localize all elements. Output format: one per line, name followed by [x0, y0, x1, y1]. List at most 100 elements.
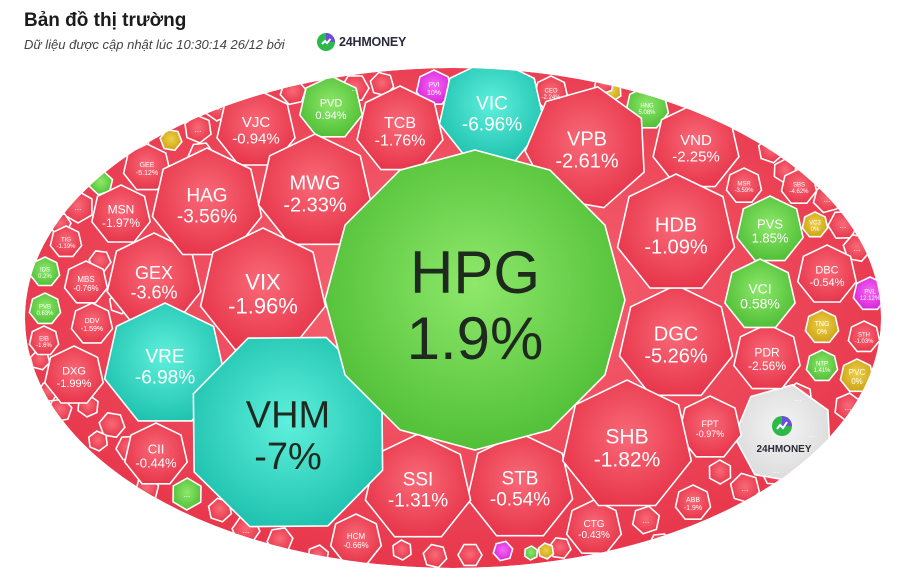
filler-tile[interactable] [172, 477, 202, 511]
filler-tile[interactable] [729, 472, 761, 504]
tile-hag[interactable] [151, 147, 263, 256]
tile-symbol: VPB [567, 129, 607, 151]
tile-change: 1.85% [752, 231, 789, 246]
tile-dbc[interactable] [796, 244, 858, 303]
tile-change: 0.2% [38, 274, 52, 280]
tile-ntp[interactable] [805, 349, 839, 382]
tile-change: 0.94% [315, 110, 346, 122]
tile-change: -1.97% [102, 216, 140, 230]
filler-tile[interactable] [51, 186, 69, 206]
tile-vjc[interactable] [216, 88, 296, 166]
tile-change: -1.59% [81, 326, 103, 333]
tile-change: -1.76% [375, 133, 426, 150]
tile-symbol: PVD [320, 98, 343, 110]
filler-tile[interactable] [684, 81, 714, 109]
more-label: ... [184, 490, 191, 499]
tile-symbol: NTP [816, 361, 828, 367]
tile-change: -6.96% [462, 115, 522, 136]
brand-logo[interactable]: 24HMONEY [316, 32, 406, 52]
tile-shb[interactable] [561, 379, 693, 507]
tile-change: -0.66% [343, 541, 368, 550]
brand-tile-name: 24HMONEY [756, 444, 811, 455]
tile-change: -5.26% [644, 346, 708, 368]
tile-symbol: TNG [815, 321, 830, 328]
more-label: ... [696, 91, 703, 100]
tile-symbol: HDB [655, 215, 697, 237]
tile-symbol: MSR [737, 181, 751, 187]
tile-change: 0.63% [36, 311, 54, 317]
filler-tile[interactable] [648, 533, 672, 555]
filler-tile[interactable] [392, 539, 412, 561]
tile-change: -0.54% [490, 490, 550, 511]
tile-vci[interactable] [724, 258, 796, 329]
brand-tile-icon [772, 416, 792, 436]
tile-symbol: PVB [39, 304, 51, 310]
more-label: ... [195, 125, 202, 134]
tile-cii[interactable] [123, 422, 189, 485]
filler-tile[interactable] [537, 542, 555, 560]
tile-ctg[interactable] [565, 499, 623, 555]
tile-symbol: VJC [242, 114, 271, 131]
filler-tile[interactable] [523, 545, 539, 561]
brand-name: 24HMONEY [339, 35, 407, 49]
filler-tile[interactable] [422, 543, 448, 568]
filler-tile[interactable] [727, 97, 765, 133]
filler-tile[interactable] [87, 430, 109, 452]
tile-change: -7% [254, 436, 322, 478]
tile-symbol: HNG [640, 103, 654, 109]
tile-sth[interactable] [847, 320, 881, 353]
tile-change: -6.98% [135, 368, 195, 389]
tile-change: -2.56% [748, 359, 786, 373]
tile-hdb[interactable] [616, 173, 736, 289]
tile-vc3[interactable] [801, 211, 829, 238]
tile-symbol: HCM [347, 532, 366, 541]
tile-abb[interactable] [674, 484, 712, 521]
more-label: ... [743, 111, 750, 120]
filler-tile[interactable] [492, 540, 514, 562]
tile-change: -3.59% [734, 188, 754, 194]
update-info: Dữ liệu được cập nhật lúc 10:30:14 26/12… [24, 37, 285, 52]
tile-pvd[interactable] [298, 75, 364, 138]
tile-pvb[interactable] [28, 292, 62, 325]
tile-symbol: SBS [793, 182, 805, 188]
tile-pvc[interactable] [839, 358, 875, 393]
tile-symbol: PVL [864, 289, 876, 295]
tile-mbs[interactable] [63, 260, 109, 304]
tile-change: -0.97% [696, 429, 725, 439]
tile-mwg[interactable] [257, 133, 373, 246]
tile-symbol: VC3 [809, 220, 821, 226]
tile-pvs[interactable] [736, 195, 804, 262]
tile-change: -0.54% [810, 277, 845, 289]
tile-change: -1.09% [644, 237, 708, 259]
tile-hpg[interactable] [324, 149, 626, 451]
tile-symbol: FPT [702, 419, 720, 429]
filler-tile[interactable] [708, 459, 732, 485]
tile-fpt[interactable] [677, 395, 743, 458]
tile-symbol: GEE [140, 162, 155, 169]
tile-change: -1.82% [594, 449, 661, 472]
tile-change: -2.33% [283, 195, 347, 217]
tile-change: 1.41% [813, 368, 831, 374]
tile-dgc[interactable] [618, 284, 734, 397]
tile-tng[interactable] [804, 309, 840, 344]
tile-symbol: PVI [428, 82, 439, 89]
tile-symbol: VIC [476, 94, 508, 115]
more-label: ... [824, 195, 831, 204]
tile-symbol: HAG [186, 186, 227, 207]
tile-msn[interactable] [90, 184, 152, 243]
tile-eib[interactable] [28, 325, 60, 356]
tile-symbol: PDR [754, 346, 780, 360]
tile-msr[interactable] [725, 167, 763, 203]
tile-change: -0.76% [73, 284, 98, 293]
tile-dxg[interactable] [43, 345, 105, 404]
tile-symbol: DDV [85, 318, 100, 325]
tile-change: -0.44% [135, 456, 177, 471]
tile-ddv[interactable] [70, 302, 114, 344]
tile-tig[interactable] [49, 225, 83, 258]
tile-pdr[interactable] [733, 323, 801, 390]
filler-tile[interactable] [457, 543, 483, 567]
tile-gee[interactable] [122, 143, 172, 191]
tile-vhm[interactable] [192, 336, 384, 528]
tile-change: -0.94% [232, 131, 280, 148]
tile-symbol: CEO [544, 88, 557, 94]
